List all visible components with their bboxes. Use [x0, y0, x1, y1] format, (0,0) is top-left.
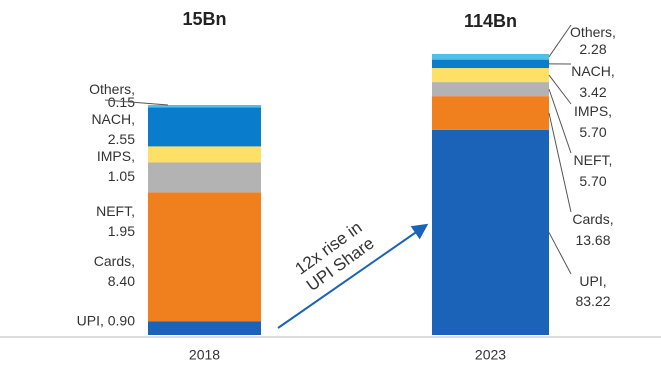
bar-segment — [432, 129, 549, 335]
data-label: NEFT, 1.95 — [96, 203, 135, 239]
data-label: NACH, 2.55 — [91, 111, 135, 147]
bar-segment — [432, 59, 549, 69]
total-label: 114Bn — [464, 11, 517, 31]
data-label: UPI, 83.22 — [575, 273, 610, 309]
leader-line — [548, 88, 572, 154]
bar-segment — [148, 105, 261, 108]
leader-line — [548, 112, 572, 213]
bar-segment — [148, 192, 261, 322]
bar-segment — [432, 68, 549, 83]
data-label: Cards, 13.68 — [572, 211, 613, 248]
bar-segment — [148, 321, 261, 335]
x-tick-label: 2023 — [475, 347, 506, 363]
bar-segment — [432, 96, 549, 130]
bar-segment — [432, 54, 549, 60]
data-label: IMPS, 5.70 — [574, 103, 612, 140]
arrow — [277, 223, 429, 329]
x-tick-label: 2018 — [189, 347, 220, 363]
data-label: Others, 0.15 — [89, 81, 135, 110]
data-label: NEFT, 5.70 — [574, 152, 613, 189]
data-label: Cards, 8.40 — [94, 253, 135, 289]
bar-segment — [432, 82, 549, 97]
leader-line — [548, 74, 572, 105]
data-label: NACH, 3.42 — [571, 63, 615, 100]
bar-segment — [148, 146, 261, 163]
total-label: 15Bn — [182, 9, 226, 29]
bar-segment — [148, 162, 261, 193]
bar-segment — [148, 107, 261, 147]
data-label: IMPS, 1.05 — [97, 148, 135, 184]
data-label: UPI, 0.90 — [77, 313, 136, 329]
data-label: Others, 2.28 — [570, 24, 616, 57]
leader-line — [548, 232, 572, 275]
leader-line — [548, 24, 572, 58]
leader-line — [104, 99, 169, 106]
